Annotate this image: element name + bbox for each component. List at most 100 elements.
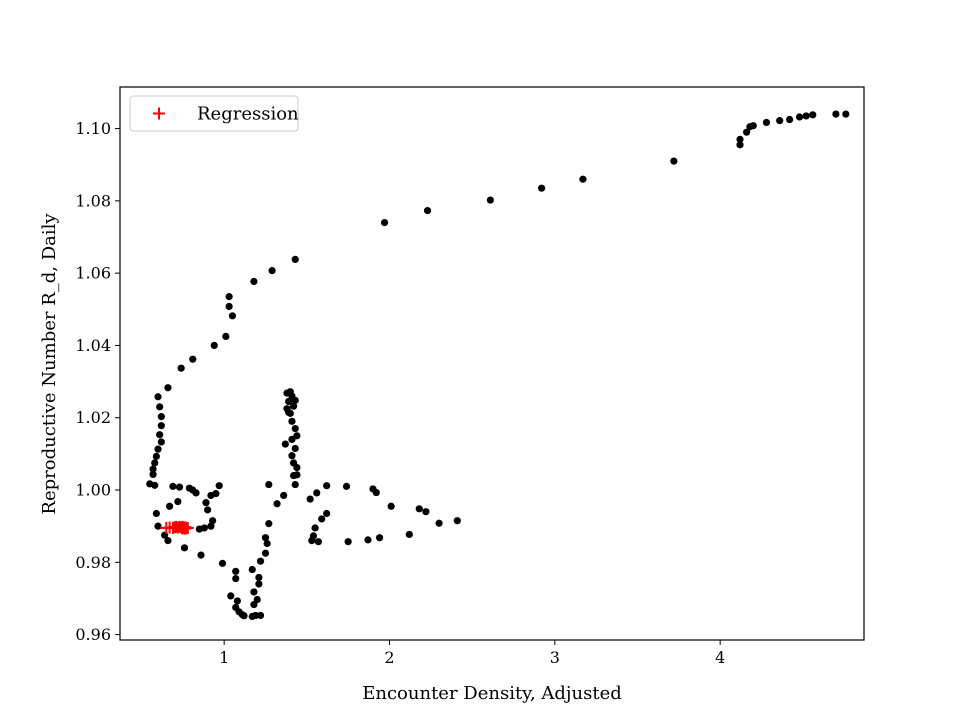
data-point [225, 293, 233, 301]
plot-area [120, 87, 864, 640]
data-point [164, 384, 172, 392]
data-point [290, 402, 298, 410]
data-point [435, 519, 443, 527]
data-point [233, 597, 241, 605]
regression-point [181, 521, 194, 534]
data-point [261, 549, 270, 557]
data-point [273, 500, 281, 508]
data-point [232, 567, 240, 575]
data-point [149, 470, 157, 479]
data-point [232, 574, 240, 583]
data-point [152, 452, 160, 460]
data-point [204, 506, 212, 514]
data-point [154, 522, 162, 530]
data-point [405, 530, 413, 539]
data-point [387, 502, 395, 510]
data-point [670, 157, 678, 165]
data-point [255, 580, 263, 588]
data-point [255, 573, 263, 582]
data-point [802, 112, 810, 120]
data-point [453, 517, 461, 525]
x-tick-label: 1 [219, 648, 229, 667]
data-point [175, 483, 184, 491]
data-point [311, 524, 319, 532]
data-point [293, 471, 301, 479]
data-point [286, 409, 294, 417]
axes: 1 2 3 4 0.96 0.98 1.00 1.02 1.04 1.06 1.08 1.10 [75, 86, 865, 667]
data-point [314, 538, 322, 546]
legend-box [129, 95, 299, 132]
data-point [261, 534, 270, 542]
data-point [180, 544, 189, 552]
data-point [795, 113, 804, 121]
data-point [250, 277, 258, 286]
data-point [227, 592, 235, 600]
data-point [344, 538, 352, 546]
legend-label: Regression [197, 104, 299, 125]
y-tick-label: 1.06 [75, 264, 111, 283]
data-point [228, 312, 237, 320]
data-point [202, 499, 210, 507]
data-point [291, 396, 299, 404]
data-point [288, 417, 296, 425]
data-point [152, 509, 160, 518]
legend: Regression [129, 95, 299, 132]
data-point [251, 611, 260, 620]
y-tick-label: 0.98 [75, 553, 111, 572]
data-point [189, 355, 197, 363]
y-tick-label: 0.96 [75, 625, 111, 644]
data-point [156, 431, 164, 439]
data-point [151, 459, 159, 467]
data-point [225, 302, 233, 310]
data-markers [146, 110, 850, 621]
data-point [157, 413, 165, 421]
data-point [364, 536, 372, 544]
data-point [265, 480, 273, 489]
data-point [323, 482, 331, 490]
data-point [164, 537, 172, 545]
data-point [212, 490, 220, 498]
data-point [281, 440, 289, 448]
data-point [268, 267, 276, 275]
data-point [293, 432, 301, 440]
data-point [308, 537, 316, 545]
data-point [786, 115, 794, 124]
data-point [288, 435, 296, 444]
data-point [215, 482, 223, 490]
data-point [174, 497, 182, 506]
data-point [240, 612, 248, 620]
data-point [154, 393, 162, 401]
legend-marker-plus [153, 107, 165, 120]
data-point [207, 522, 215, 530]
data-point [486, 196, 494, 204]
y-tick-label: 1.08 [75, 191, 111, 210]
data-point [291, 255, 299, 264]
x-tick-label: 4 [715, 648, 725, 667]
data-point [151, 481, 159, 489]
data-point [809, 111, 817, 119]
data-point [291, 424, 299, 433]
data-point [538, 184, 546, 192]
y-tick-label: 1.04 [75, 336, 111, 355]
data-point [423, 207, 432, 215]
data-point [200, 524, 208, 532]
y-tick-label: 1.10 [75, 119, 111, 138]
data-point [776, 117, 784, 125]
data-point [149, 465, 157, 473]
data-point [250, 588, 258, 596]
data-point [746, 123, 754, 131]
data-point [218, 559, 227, 567]
data-point [156, 403, 164, 411]
data-point [313, 489, 321, 497]
data-point [208, 517, 217, 525]
data-point [280, 491, 288, 500]
data-point [293, 463, 301, 472]
data-point [222, 332, 230, 340]
data-point [762, 118, 771, 127]
x-axis-label: Encounter Density, Adjusted [362, 683, 622, 704]
data-point [197, 551, 205, 559]
data-point [342, 482, 351, 490]
data-point [285, 397, 293, 406]
data-point [288, 452, 296, 460]
